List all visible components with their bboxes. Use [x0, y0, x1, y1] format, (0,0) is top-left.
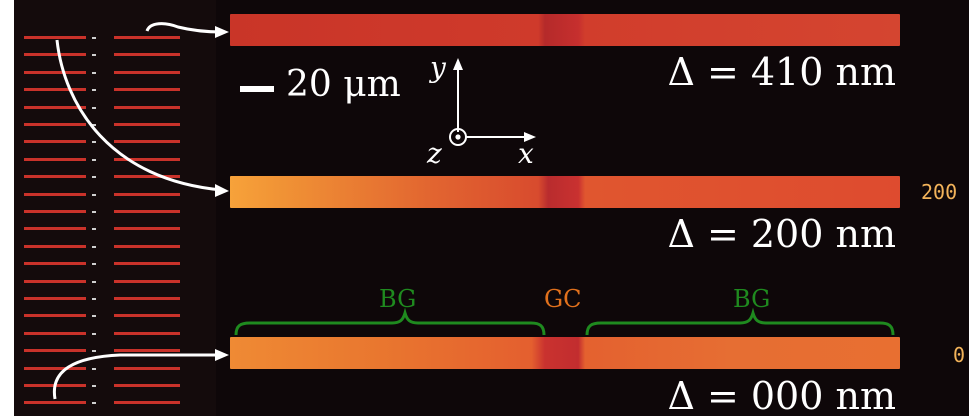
overview-waveguide — [24, 262, 86, 266]
overview-waveguide — [114, 88, 180, 92]
overview-marker — [92, 193, 96, 196]
pointer-arrow-bottom — [52, 353, 222, 400]
overview-marker — [92, 228, 96, 231]
overview-marker — [92, 245, 96, 248]
overview-waveguide — [24, 349, 86, 353]
overview-waveguide — [114, 401, 180, 405]
pointer-arrow-top — [145, 22, 223, 34]
pointer-arrow-middle — [55, 39, 223, 192]
overview-waveguide — [24, 140, 86, 144]
offset-label-middle: Δ = 200 nm — [667, 212, 896, 256]
overview-waveguide — [114, 331, 180, 335]
overview-waveguide — [24, 123, 86, 126]
overview-waveguide — [24, 227, 86, 231]
overview-marker — [92, 385, 96, 387]
overview-marker — [92, 54, 96, 57]
offset-label-bottom: Δ = 000 nm — [667, 374, 896, 418]
overview-waveguide — [24, 88, 86, 92]
overview-marker — [92, 124, 96, 126]
brace-bg-left — [234, 307, 546, 336]
overview-waveguide — [24, 157, 86, 161]
x-axis-arrowhead — [524, 132, 536, 142]
overview-waveguide — [24, 314, 86, 318]
overview-waveguide — [114, 140, 180, 144]
overview-waveguide — [114, 210, 180, 213]
waveguide-middle — [230, 176, 900, 208]
overview-waveguide — [114, 70, 180, 74]
waveguide-bottom — [230, 337, 900, 369]
z-axis-out-of-plane-icon — [449, 128, 467, 146]
overview-marker — [92, 37, 96, 39]
overview-waveguide — [24, 105, 86, 109]
overview-waveguide — [24, 279, 86, 283]
overview-marker — [92, 141, 96, 144]
region-label-gc: GC — [544, 285, 582, 313]
overview-waveguide — [114, 123, 180, 126]
arrowhead-bottom — [215, 349, 229, 361]
overview-waveguide — [24, 192, 86, 196]
overview-waveguide — [114, 297, 180, 300]
offset-label-top: Δ = 410 nm — [667, 50, 896, 94]
scale-bar — [240, 86, 274, 92]
overview-marker — [92, 211, 96, 213]
overview-marker — [92, 367, 96, 370]
overview-waveguide — [114, 262, 180, 266]
arrowhead-top — [215, 26, 229, 38]
overview-waveguide — [114, 36, 180, 39]
overview-waveguide — [24, 70, 86, 74]
overview-waveguide — [24, 244, 86, 248]
overview-waveguide — [114, 53, 180, 57]
overview-waveguide — [114, 244, 180, 248]
x-axis-label: x — [518, 137, 534, 170]
overview-waveguide — [24, 401, 86, 405]
overview-waveguide — [114, 157, 180, 161]
scale-bar-label: 20 μm — [286, 64, 401, 105]
overview-waveguide — [114, 175, 180, 179]
z-axis-label: z — [427, 137, 442, 170]
overview-marker — [92, 315, 96, 318]
overview-marker — [92, 106, 96, 109]
overview-waveguide — [114, 227, 180, 231]
overview-waveguide — [24, 175, 86, 179]
overview-marker — [92, 89, 96, 92]
overview-waveguide — [114, 366, 180, 370]
overview-waveguide — [24, 297, 86, 300]
waveguide-top — [230, 14, 900, 46]
overview-waveguide — [114, 105, 180, 109]
overview-waveguide — [114, 384, 180, 387]
overview-marker — [92, 280, 96, 283]
overview-waveguide — [114, 349, 180, 353]
overview-waveguide — [114, 279, 180, 283]
brace-bg-right — [585, 307, 895, 336]
overview-marker — [92, 332, 96, 335]
overview-marker — [92, 263, 96, 266]
region-label-bg-right: BG — [733, 285, 771, 313]
overview-waveguide — [24, 331, 86, 335]
overview-waveguide — [24, 210, 86, 213]
arrowhead-middle — [215, 184, 229, 197]
overview-marker — [92, 71, 96, 74]
overview-waveguide — [114, 314, 180, 318]
y-axis-arrowhead — [453, 58, 463, 70]
overview-marker — [92, 298, 96, 300]
y-axis-label: y — [430, 51, 446, 84]
overview-marker — [92, 402, 96, 405]
overview-waveguide — [24, 366, 86, 370]
waveguide-array-overview — [14, 0, 216, 416]
overview-waveguide — [114, 192, 180, 196]
side-tag-0: 0 — [953, 343, 966, 367]
overview-waveguide — [24, 53, 86, 57]
region-label-bg-left: BG — [379, 285, 417, 313]
overview-marker — [92, 350, 96, 353]
side-tag-200: 200 — [921, 180, 958, 204]
overview-waveguide — [24, 36, 86, 39]
overview-marker — [92, 158, 96, 161]
overview-marker — [92, 176, 96, 179]
